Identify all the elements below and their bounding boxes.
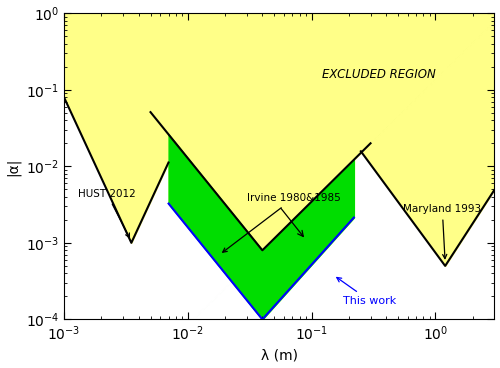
Text: Maryland 1993: Maryland 1993: [403, 205, 481, 259]
Text: Irvine 1980&1985: Irvine 1980&1985: [222, 193, 340, 252]
Text: HUST 2012: HUST 2012: [78, 189, 136, 238]
X-axis label: λ (m): λ (m): [260, 348, 298, 362]
Text: This work: This work: [337, 277, 396, 306]
Y-axis label: |α|: |α|: [6, 157, 20, 176]
Text: EXCLUDED REGION: EXCLUDED REGION: [322, 68, 436, 81]
